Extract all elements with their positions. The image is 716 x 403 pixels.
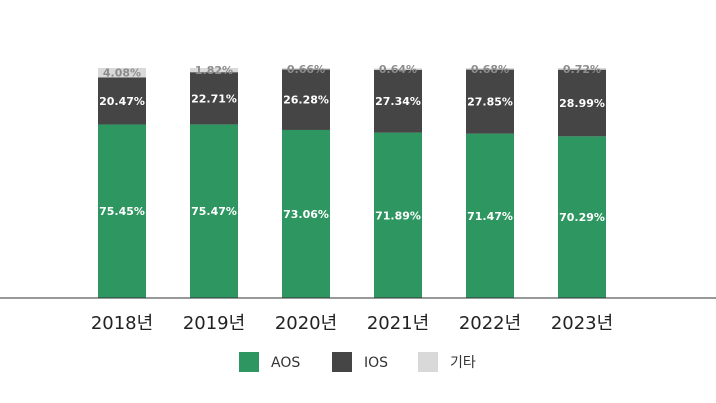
bar-segment-IOS-1 bbox=[190, 72, 238, 125]
bar-segment-기타-2 bbox=[282, 68, 330, 70]
data-label: 73.06% bbox=[283, 208, 329, 221]
legend-label: AOS bbox=[271, 355, 300, 371]
bar-segment-IOS-2 bbox=[282, 69, 330, 130]
bar-segment-IOS-4 bbox=[466, 69, 514, 134]
bar-segment-AOS-2 bbox=[282, 129, 330, 298]
bar-segment-기타-4 bbox=[466, 68, 514, 70]
bar-segment-AOS-1 bbox=[190, 124, 238, 298]
bars-group: 75.45% 20.47% 4.08% 75.47% 22.71% 1.82% 73.06%… bbox=[98, 63, 606, 298]
bar-segment-AOS-3 bbox=[374, 132, 422, 298]
bar-segment-IOS-5 bbox=[558, 69, 606, 137]
bar-segment-기타-3 bbox=[374, 68, 422, 70]
data-label: 27.85% bbox=[467, 96, 513, 109]
data-label: 70.29% bbox=[559, 211, 605, 224]
bar-segment-IOS-3 bbox=[374, 69, 422, 133]
category-label: 2022년 bbox=[459, 313, 521, 334]
data-label: 28.99% bbox=[559, 97, 605, 110]
category-label: 2019년 bbox=[183, 313, 245, 334]
bar-segment-AOS-5 bbox=[558, 136, 606, 298]
category-label: 2018년 bbox=[91, 313, 153, 334]
data-label: 75.45% bbox=[99, 205, 145, 218]
data-label: 71.89% bbox=[375, 209, 421, 222]
legend-swatch-IOS bbox=[332, 352, 352, 372]
data-label: 27.34% bbox=[375, 95, 421, 108]
category-label: 2021년 bbox=[367, 313, 429, 334]
category-labels: 2018년 2019년 2020년 2021년 2022년 2023년 bbox=[91, 313, 613, 334]
data-label: 4.08% bbox=[103, 67, 141, 80]
legend-label: 기타 bbox=[450, 355, 476, 371]
bar-segment-IOS-0 bbox=[98, 77, 146, 125]
data-label: 0.68% bbox=[471, 63, 509, 76]
data-label: 0.64% bbox=[379, 63, 417, 76]
data-label: 26.28% bbox=[283, 94, 329, 107]
data-label: 22.71% bbox=[191, 92, 237, 105]
bar-segment-기타-0 bbox=[98, 68, 146, 78]
bar-segment-AOS-4 bbox=[466, 133, 514, 298]
category-label: 2020년 bbox=[275, 313, 337, 334]
category-label: 2023년 bbox=[551, 313, 613, 334]
data-label: 0.72% bbox=[563, 63, 601, 76]
bar-segment-기타-1 bbox=[190, 68, 238, 73]
bar-segment-AOS-0 bbox=[98, 124, 146, 298]
legend-label: IOS bbox=[364, 355, 388, 371]
data-label: 1.82% bbox=[195, 64, 233, 77]
data-label: 0.66% bbox=[287, 63, 325, 76]
data-label: 75.47% bbox=[191, 205, 237, 218]
legend: AOS IOS 기타 bbox=[239, 352, 476, 372]
legend-swatch-AOS bbox=[239, 352, 259, 372]
legend-swatch-기타 bbox=[418, 352, 438, 372]
data-label: 71.47% bbox=[467, 210, 513, 223]
bar-segment-기타-5 bbox=[558, 68, 606, 70]
data-label: 20.47% bbox=[99, 95, 145, 108]
